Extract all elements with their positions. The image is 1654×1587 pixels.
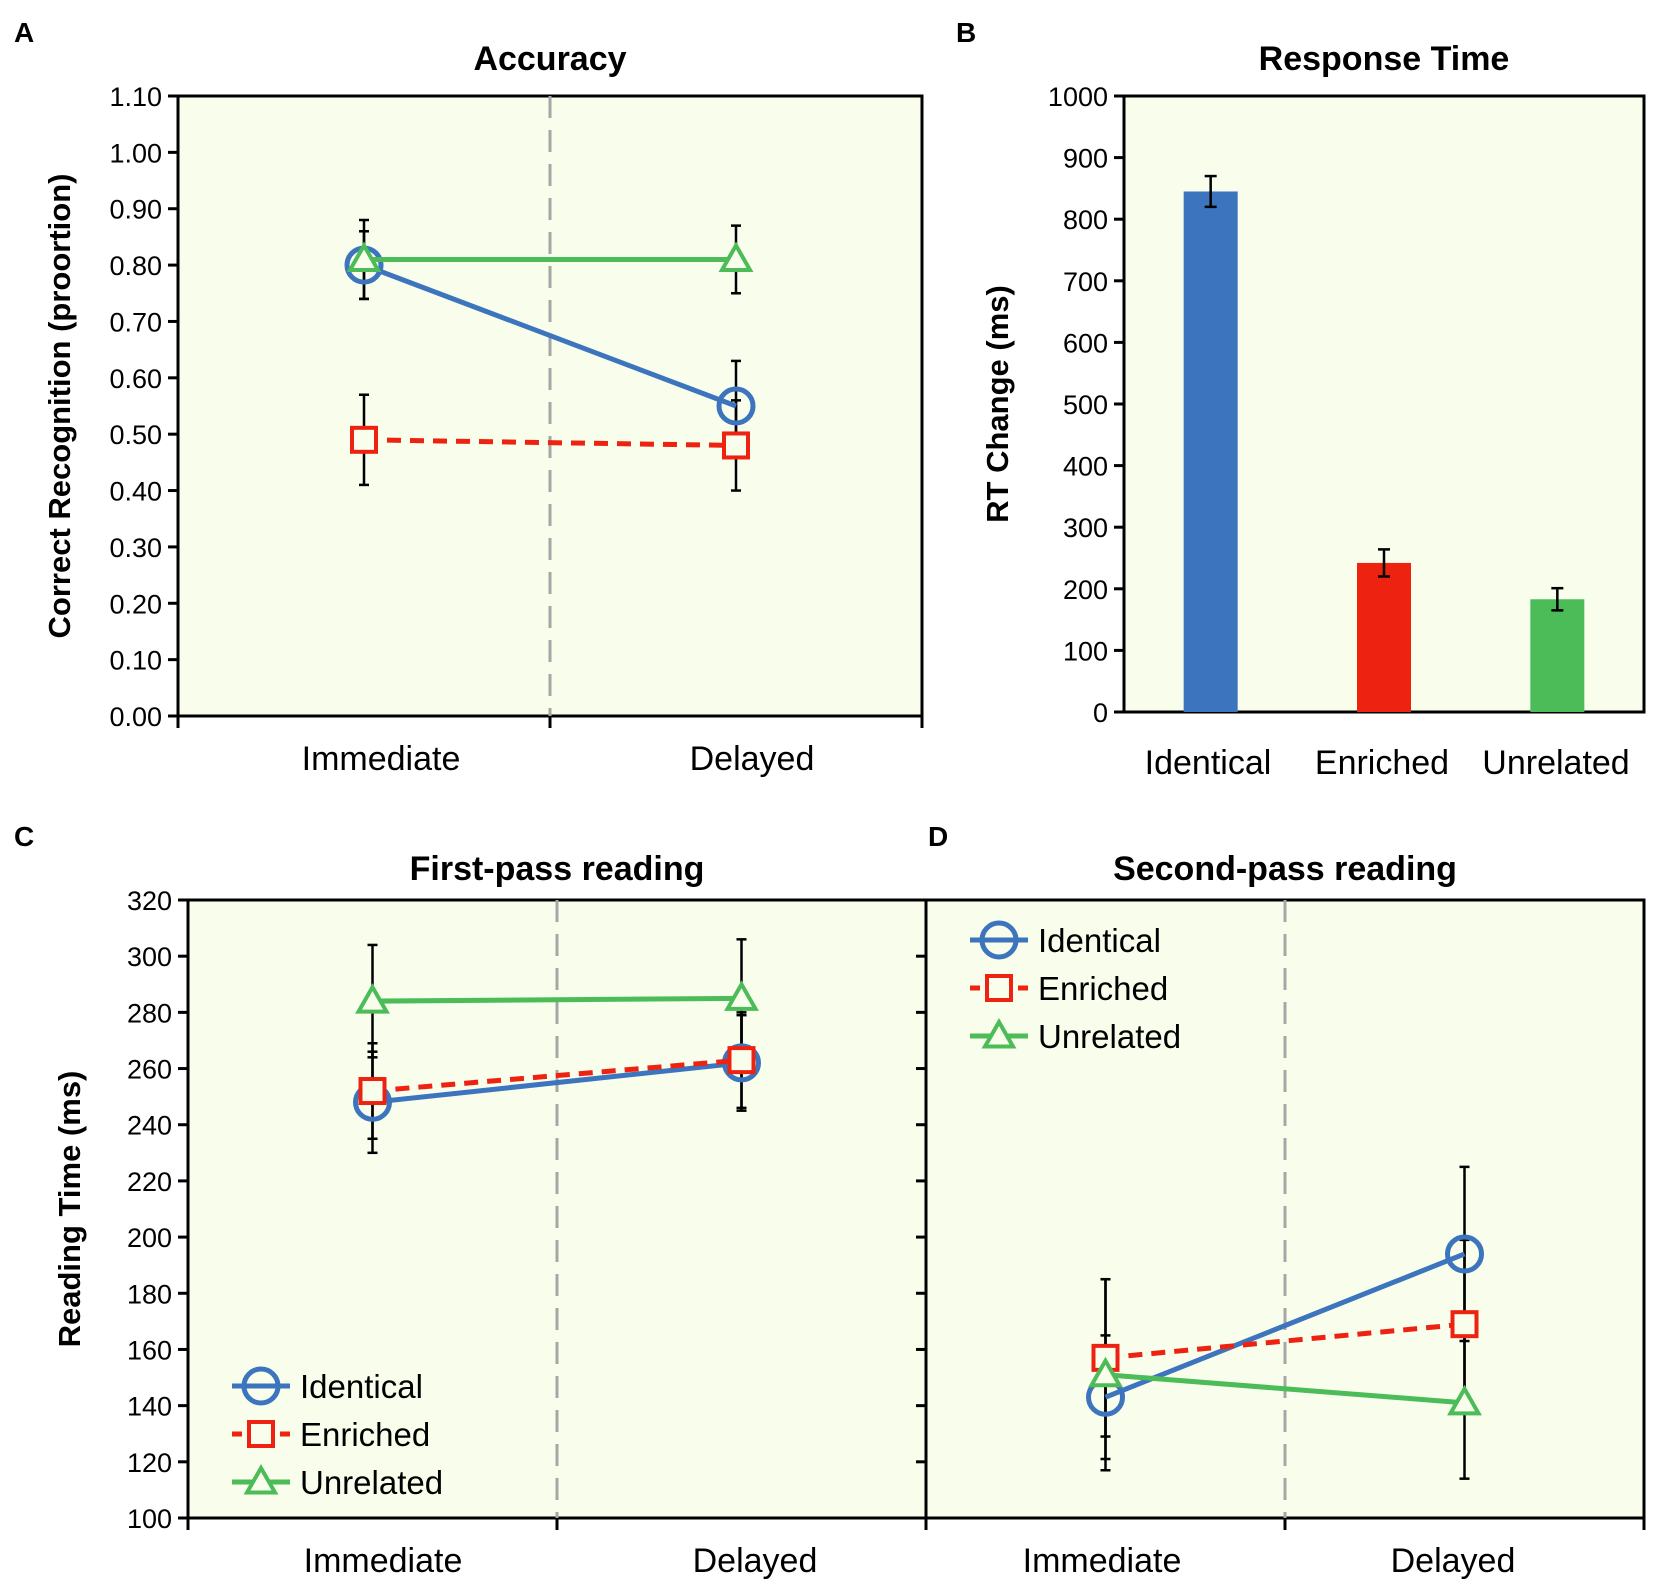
y-tick-label: 300 (127, 942, 172, 972)
panel-letter: B (956, 17, 976, 48)
y-tick-label: 300 (1063, 513, 1108, 543)
y-tick-label: 180 (127, 1279, 172, 1309)
series-line-identical (363, 262, 737, 409)
y-tick-label: 100 (127, 1504, 172, 1534)
x-category-label: Delayed (693, 1542, 818, 1580)
y-tick-label: 900 (1063, 144, 1108, 174)
y-tick-label: 0.90 (109, 195, 162, 225)
chart-title: First-pass reading (410, 850, 705, 888)
panel-letter: A (14, 17, 34, 48)
data-point-unrelated (355, 983, 390, 1014)
y-tick-label: 0.20 (109, 589, 162, 619)
panel-letter: C (14, 821, 34, 852)
x-category-label: Unrelated (1482, 744, 1629, 782)
series-line-enriched (363, 437, 737, 448)
legend-swatch-marker (981, 1017, 1017, 1049)
chart-title: Accuracy (473, 40, 626, 78)
y-tick-label: 500 (1063, 390, 1108, 420)
x-category-label: Identical (1145, 744, 1272, 782)
y-tick-label: 0.30 (109, 533, 162, 563)
x-category-label: Enriched (1315, 744, 1449, 782)
y-tick-label: 0.60 (109, 364, 162, 394)
y-tick-label: 100 (1063, 636, 1108, 666)
y-tick-label: 700 (1063, 267, 1108, 297)
data-point-enriched (727, 1046, 756, 1075)
data-point-identical (1445, 1234, 1484, 1274)
legend-label: Enriched (300, 1416, 430, 1453)
bar-identical (1183, 191, 1238, 713)
legend-swatch-marker (985, 974, 1013, 1002)
chart-title: Response Time (1259, 40, 1510, 78)
y-tick-label: 1000 (1048, 82, 1108, 112)
y-tick-label: 400 (1063, 452, 1108, 482)
x-category-label: Immediate (302, 740, 461, 778)
data-point-enriched (722, 431, 750, 460)
panel-letter: D (928, 821, 948, 852)
y-axis-label: RT Change (ms) (980, 285, 1015, 523)
data-point-identical (716, 386, 756, 426)
y-axis-label: Reading Time (ms) (52, 1071, 87, 1348)
data-point-unrelated (724, 980, 759, 1011)
y-tick-label: 1.10 (109, 82, 162, 112)
y-tick-label: 600 (1063, 328, 1108, 358)
y-tick-label: 1.00 (109, 138, 162, 168)
series-line-enriched (1105, 1321, 1465, 1361)
y-tick-label: 240 (127, 1111, 172, 1141)
x-category-label: Delayed (690, 740, 815, 778)
x-category-label: Immediate (304, 1542, 463, 1580)
y-tick-label: 260 (127, 1055, 172, 1085)
y-tick-label: 0.10 (109, 646, 162, 676)
y-tick-label: 320 (127, 886, 172, 916)
y-tick-label: 0.00 (109, 702, 162, 732)
series-line-enriched (372, 1057, 742, 1094)
bar-enriched (1357, 562, 1411, 712)
y-axis-label: Correct Recognition (proortion) (42, 174, 77, 639)
series-line-unrelated (372, 995, 742, 1004)
legend-swatch-marker (247, 1420, 275, 1448)
y-tick-label: 120 (127, 1448, 172, 1478)
y-tick-label: 280 (127, 998, 172, 1028)
y-tick-label: 0.40 (109, 477, 162, 507)
data-point-unrelated (1088, 1356, 1123, 1388)
y-tick-label: 800 (1063, 205, 1108, 235)
legend-swatch-marker (979, 920, 1019, 960)
y-tick-label: 200 (1063, 575, 1108, 605)
data-point-unrelated (1447, 1384, 1482, 1416)
series-line-unrelated (1105, 1372, 1465, 1406)
legend-label: Identical (1038, 922, 1161, 959)
x-category-label: Delayed (1391, 1542, 1516, 1580)
y-tick-label: 140 (127, 1392, 172, 1422)
legend-label: Identical (300, 1368, 423, 1405)
data-point-enriched (358, 1077, 387, 1106)
legend-swatch-marker (241, 1366, 281, 1406)
bar-unrelated (1530, 599, 1585, 712)
data-point-unrelated (718, 241, 754, 272)
y-tick-label: 200 (127, 1223, 172, 1253)
data-point-unrelated (346, 241, 382, 272)
legend-label: Unrelated (1038, 1018, 1181, 1055)
legend-label: Enriched (1038, 970, 1168, 1007)
legend-label: Unrelated (300, 1464, 443, 1501)
y-tick-label: 0.80 (109, 251, 162, 281)
series-line-identical (1104, 1251, 1466, 1400)
x-category-label: Immediate (1023, 1542, 1182, 1580)
y-tick-label: 0 (1093, 698, 1108, 728)
y-tick-label: 0.50 (109, 420, 162, 450)
legend-swatch-marker (243, 1463, 279, 1495)
y-tick-label: 160 (127, 1335, 172, 1365)
chart-title: Second-pass reading (1113, 850, 1457, 888)
data-point-enriched (350, 425, 378, 454)
data-point-enriched (1450, 1310, 1479, 1339)
y-tick-label: 0.70 (109, 307, 162, 337)
series-line-identical (372, 1060, 742, 1105)
y-tick-label: 220 (127, 1167, 172, 1197)
